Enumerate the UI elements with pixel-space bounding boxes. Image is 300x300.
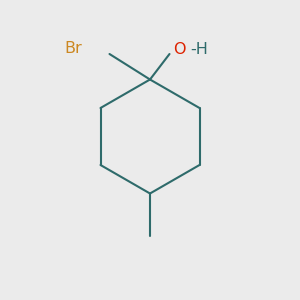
- Text: -H: -H: [190, 42, 208, 57]
- Text: Br: Br: [65, 41, 82, 56]
- Text: O: O: [173, 42, 186, 57]
